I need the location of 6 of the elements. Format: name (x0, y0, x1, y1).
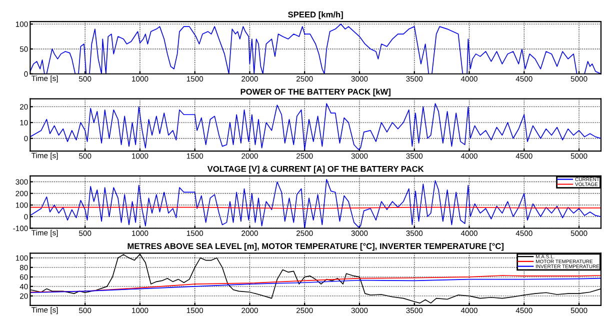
chart-title: SPEED [km/h] (288, 11, 343, 20)
chart-title: VOLTAGE [V] & CURRENT [A] OF THE BATTERY PACK (207, 166, 424, 174)
chart-title: POWER OF THE BATTERY PACK [kW] (240, 88, 390, 96)
line-series (30, 24, 601, 74)
chart-title: METRES ABOVE SEA LEVEL [m], MOTOR TEMPERATURE [°C], INVERTER TEMPERATURE [°C] (128, 242, 504, 251)
line-series (30, 179, 601, 228)
